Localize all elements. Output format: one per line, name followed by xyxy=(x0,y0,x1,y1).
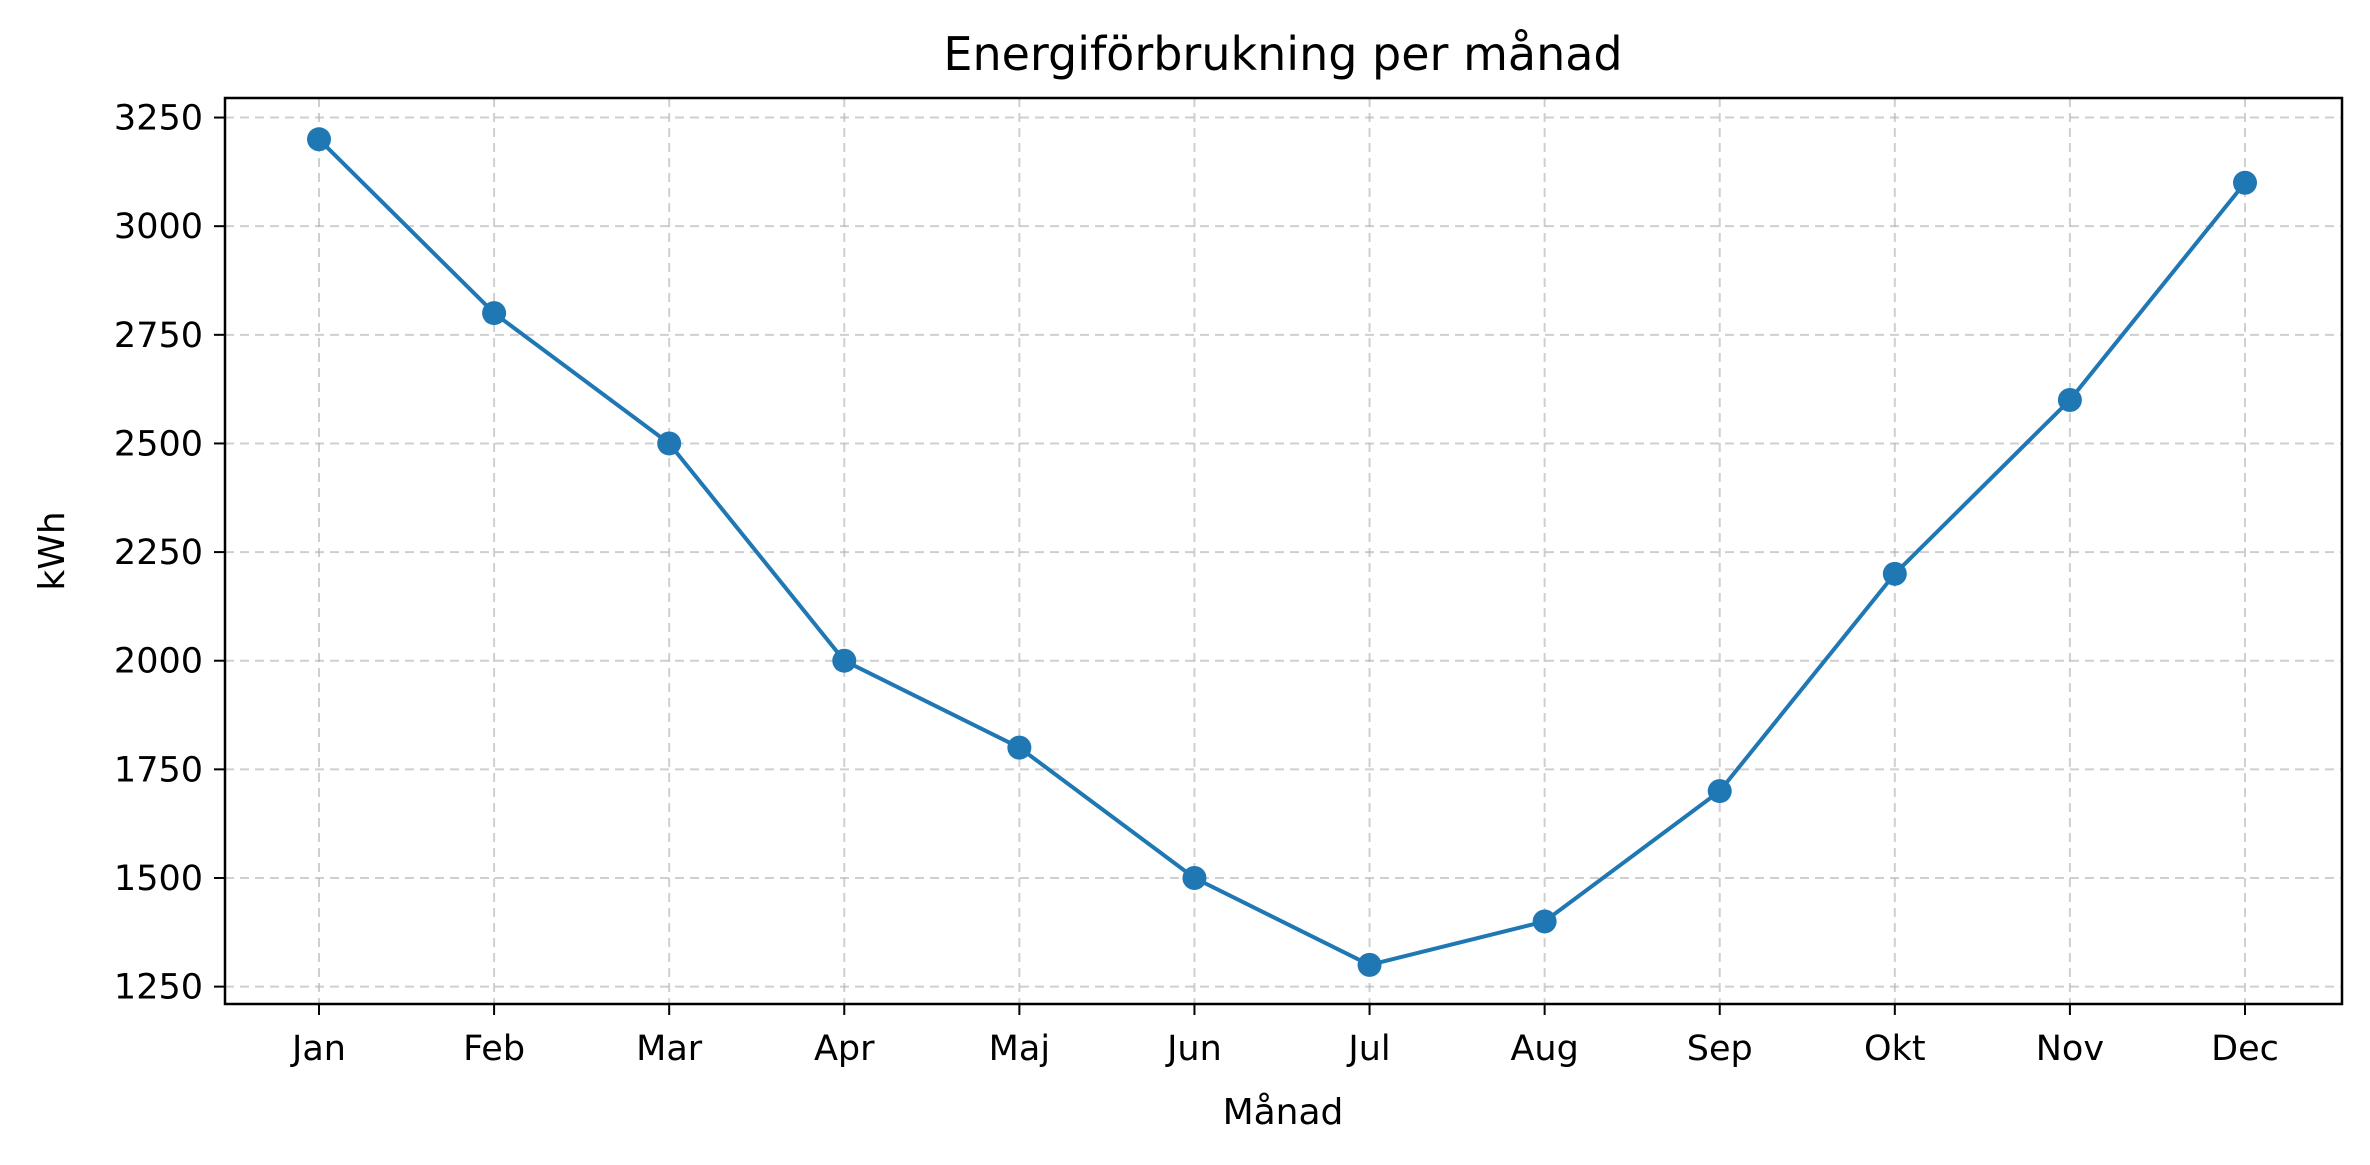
x-tick-label: Dec xyxy=(2211,1029,2279,1069)
data-point xyxy=(1357,952,1382,977)
y-axis-label: kWh xyxy=(32,511,73,590)
y-tick-label: 1250 xyxy=(114,968,203,1008)
x-tick-label: Jul xyxy=(1346,1029,1390,1069)
y-tick-label: 3000 xyxy=(114,207,203,247)
y-tick-label: 1500 xyxy=(114,859,203,899)
series-layer xyxy=(307,127,2257,977)
x-tick-label: Feb xyxy=(463,1029,525,1069)
data-point xyxy=(1007,735,1032,760)
y-tick-label: 2250 xyxy=(114,533,203,573)
grid xyxy=(225,98,2342,1004)
data-point xyxy=(657,431,682,456)
plot-frame xyxy=(223,96,2344,1006)
y-tick-label: 3250 xyxy=(114,99,203,139)
series-line xyxy=(317,137,2247,967)
data-point xyxy=(1707,779,1732,804)
y-tick-label: 1750 xyxy=(114,750,203,790)
data-point xyxy=(1182,865,1207,890)
x-tick-label: Nov xyxy=(2036,1029,2104,1069)
x-tick-label: Jun xyxy=(1165,1029,1222,1069)
ticks: Jan Feb Mar Apr Maj Jun Jul Aug Sep Okt Nov Dec 1250… xyxy=(114,99,2279,1069)
chart-title: Energiförbrukning per månad xyxy=(943,27,1622,81)
x-tick-label: Okt xyxy=(1864,1029,1926,1069)
y-tick-label: 2750 xyxy=(114,316,203,356)
y-tick-label: 2500 xyxy=(114,424,203,464)
data-point xyxy=(307,127,331,152)
x-axis-label: Månad xyxy=(1223,1092,1344,1133)
x-tick-label: Apr xyxy=(814,1029,875,1069)
data-point xyxy=(1532,909,1557,934)
x-tick-label: Mar xyxy=(636,1029,703,1069)
x-tick-label: Sep xyxy=(1687,1029,1753,1069)
data-point xyxy=(1882,561,1907,586)
data-point xyxy=(832,648,857,673)
data-point xyxy=(482,301,507,326)
x-tick-label: Aug xyxy=(1510,1029,1578,1069)
data-point xyxy=(2057,388,2082,412)
data-point xyxy=(2233,170,2257,195)
x-tick-label: Maj xyxy=(989,1029,1050,1069)
y-tick-label: 2000 xyxy=(114,642,203,682)
x-tick-label: Jan xyxy=(290,1029,346,1069)
